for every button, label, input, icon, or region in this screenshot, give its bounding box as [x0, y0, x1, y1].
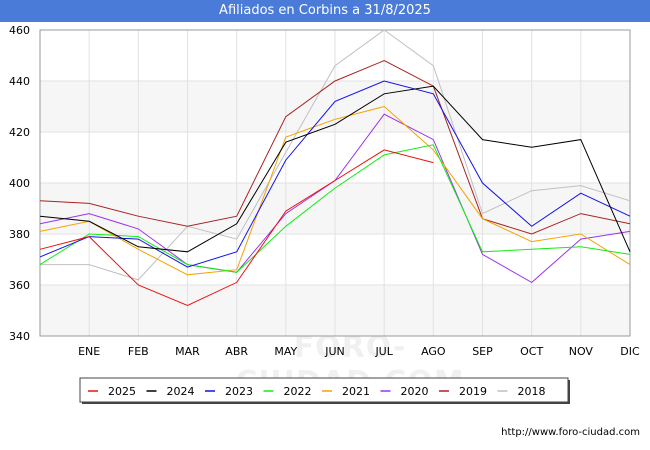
legend-label-2022: 2022 — [284, 385, 312, 398]
y-tick-label: 360 — [9, 279, 30, 292]
y-tick-label: 460 — [9, 24, 30, 37]
y-tick-label: 380 — [9, 228, 30, 241]
legend-label-2018: 2018 — [518, 385, 546, 398]
y-tick-label: 420 — [9, 126, 30, 139]
series-line-2021 — [39, 105, 631, 276]
legend-label-2019: 2019 — [459, 385, 487, 398]
legend-label-2025: 2025 — [108, 385, 136, 398]
series-line-2018 — [40, 29, 631, 281]
plot-frame — [39, 29, 631, 337]
x-tick-label: JUN — [324, 345, 345, 358]
legend-label-2020: 2020 — [401, 385, 429, 398]
series-line-2022 — [39, 144, 631, 273]
y-tick-label: 340 — [9, 330, 30, 343]
legend-box — [79, 377, 569, 403]
series-line-2019 — [39, 60, 631, 235]
x-tick-label: AGO — [421, 345, 446, 358]
x-tick-label: OCT — [520, 345, 543, 358]
x-tick-label: DIC — [620, 345, 640, 358]
y-tick-label: 440 — [9, 75, 30, 88]
legend-label-2023: 2023 — [225, 385, 253, 398]
x-tick-label: FEB — [128, 345, 149, 358]
series-line-2024 — [39, 85, 631, 253]
x-tick-label: ENE — [78, 345, 100, 358]
legend-label-2021: 2021 — [342, 385, 370, 398]
x-tick-label: MAY — [274, 345, 297, 358]
x-tick-label: SEP — [472, 345, 493, 358]
chart-title: Afiliados en Corbins a 31/8/2025 — [0, 0, 650, 22]
y-tick-label: 400 — [9, 177, 30, 190]
series-line-2025 — [39, 149, 434, 306]
chart: 340 360 380 400 420 440 460 ENE FEB MAR ABR MAY JUN J… — [9, 24, 640, 404]
legend-label-2024: 2024 — [167, 385, 195, 398]
x-tick-label: JUL — [374, 345, 393, 358]
series-line-2023 — [39, 80, 631, 268]
x-tick-label: ABR — [225, 345, 248, 358]
x-tick-label: MAR — [175, 345, 200, 358]
source-link[interactable]: http://www.foro-ciudad.com — [501, 427, 640, 438]
x-tick-label: NOV — [569, 345, 594, 358]
